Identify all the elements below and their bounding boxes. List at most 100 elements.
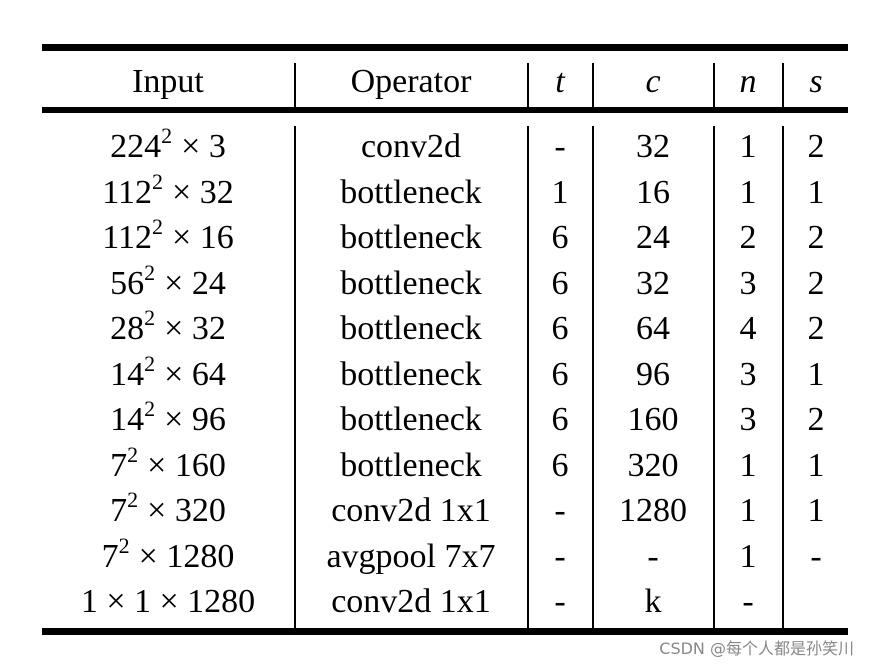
input-cell: 1122 × 16 (42, 215, 294, 260)
c-cell: k (644, 583, 662, 620)
header-column-divider (592, 63, 594, 107)
c-cell: 320 (627, 447, 679, 484)
header-input: Input (132, 63, 204, 100)
input-exponent: 2 (161, 122, 173, 148)
input-cell: 142 × 64 (42, 352, 294, 397)
header-c: c (645, 63, 661, 100)
c-cell: 32 (636, 265, 670, 302)
input-rest: × 1280 (138, 538, 235, 575)
input-cell: 562 × 24 (42, 261, 294, 306)
c-cell: - (647, 538, 659, 575)
n-cell: 1 (739, 128, 757, 165)
n-cell: 3 (739, 401, 757, 438)
operator-cell: bottleneck (340, 219, 482, 256)
input-cell: 1 × 1 × 1280 (42, 579, 294, 624)
input-exponent: 2 (118, 532, 130, 558)
s-cell: 2 (807, 265, 825, 302)
n-cell: 1 (739, 174, 757, 211)
header-column-divider (713, 63, 715, 107)
t-cell: 6 (551, 356, 569, 393)
input-base: 14 (110, 356, 145, 393)
n-cell: 3 (739, 265, 757, 302)
header-rule (42, 107, 848, 113)
header-operator: Operator (350, 63, 472, 100)
operator-cell: bottleneck (340, 447, 482, 484)
input-exponent: 2 (144, 304, 156, 330)
operator-cell: conv2d (360, 128, 462, 165)
t-cell: 6 (551, 401, 569, 438)
input-base: 14 (110, 401, 145, 438)
c-cell: 160 (627, 401, 679, 438)
input-base: 1 × 1 × 1280 (80, 583, 256, 620)
t-cell: 6 (551, 310, 569, 347)
t-cell: 6 (551, 447, 569, 484)
operator-cell: avgpool 7x7 (326, 538, 496, 575)
n-cell: 2 (739, 219, 757, 256)
operator-cell: bottleneck (340, 356, 482, 393)
input-exponent: 2 (152, 168, 164, 194)
body-column-divider (713, 126, 715, 628)
operator-cell: conv2d 1x1 (331, 583, 491, 620)
s-cell: 2 (807, 219, 825, 256)
s-cell (784, 579, 848, 624)
input-cell: 72 × 1280 (42, 534, 294, 579)
header-column-divider (782, 63, 784, 107)
header-column-divider (527, 63, 529, 107)
input-base: 7 (110, 492, 128, 529)
c-cell: 16 (636, 174, 670, 211)
header-column-divider (294, 63, 296, 107)
input-base: 112 (102, 174, 153, 211)
bottom-rule (42, 628, 848, 635)
input-cell: 72 × 160 (42, 443, 294, 488)
t-cell: - (554, 538, 566, 575)
input-rest: × 96 (164, 401, 226, 438)
input-cell: 142 × 96 (42, 397, 294, 442)
t-cell: - (554, 583, 566, 620)
body-column-divider (592, 126, 594, 628)
input-base: 7 (110, 447, 128, 484)
input-cell: 1122 × 32 (42, 170, 294, 215)
s-cell: 2 (807, 128, 825, 165)
c-cell: 32 (636, 128, 670, 165)
t-cell: 6 (551, 219, 569, 256)
operator-cell: bottleneck (340, 310, 482, 347)
c-cell: 24 (636, 219, 670, 256)
input-base: 28 (110, 310, 145, 347)
input-exponent: 2 (152, 213, 164, 239)
input-cell: 2242 × 3 (42, 124, 294, 169)
n-cell: - (742, 583, 754, 620)
top-rule (42, 44, 848, 51)
n-cell: 1 (739, 447, 757, 484)
header-n: n (739, 63, 757, 100)
header-s: s (809, 63, 823, 100)
t-cell: 1 (551, 174, 569, 211)
body-column-divider (782, 126, 784, 628)
c-cell: 96 (636, 356, 670, 393)
t-cell: - (554, 128, 566, 165)
body-column-divider (294, 126, 296, 628)
t-cell: 6 (551, 265, 569, 302)
n-cell: 1 (739, 538, 757, 575)
n-cell: 4 (739, 310, 757, 347)
input-rest: × 64 (164, 356, 226, 393)
n-cell: 1 (739, 492, 757, 529)
header-t: t (555, 63, 565, 100)
input-rest: × 24 (164, 265, 226, 302)
s-cell: 1 (807, 356, 825, 393)
s-cell: 1 (807, 447, 825, 484)
input-base: 7 (101, 538, 119, 575)
input-exponent: 2 (127, 441, 139, 467)
t-cell: - (554, 492, 566, 529)
s-cell: 1 (807, 492, 825, 529)
input-exponent: 2 (144, 395, 156, 421)
s-cell: 1 (807, 174, 825, 211)
input-rest: × 160 (147, 447, 226, 484)
watermark: CSDN @每个人都是孙笑川 (659, 639, 854, 658)
input-exponent: 2 (144, 350, 156, 376)
operator-cell: bottleneck (340, 401, 482, 438)
input-exponent: 2 (144, 259, 156, 285)
operator-cell: bottleneck (340, 265, 482, 302)
input-rest: × 320 (147, 492, 226, 529)
input-base: 112 (102, 219, 153, 256)
input-rest: × 32 (164, 310, 226, 347)
